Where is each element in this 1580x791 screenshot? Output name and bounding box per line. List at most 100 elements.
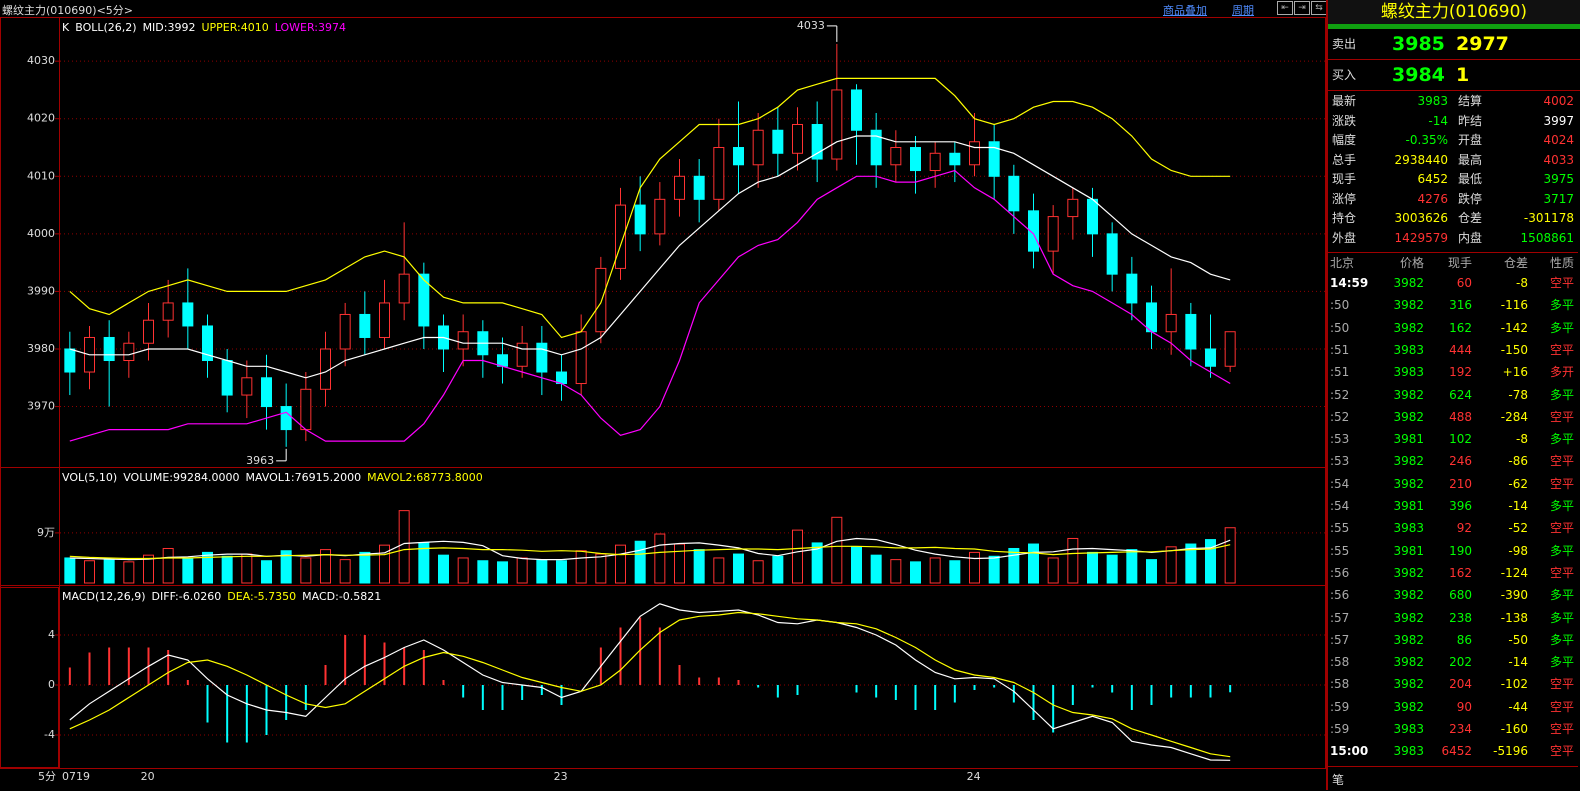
tick-row: :58 3982 202 -14 多平 [1328, 651, 1578, 673]
tick-cell: 204 [1449, 677, 1472, 692]
bid-volume: 1 [1456, 64, 1470, 86]
tick-cell: -14 [1508, 499, 1528, 513]
stat-label: 开盘 [1458, 133, 1483, 147]
tick-cell: 多平 [1549, 320, 1574, 335]
candle-body [123, 342, 135, 362]
stat: 仓差 -301178 [1454, 209, 1578, 227]
nav-button[interactable]: ⇥ [1294, 1, 1310, 15]
y-tick-label: 4020 [27, 112, 55, 125]
candle-body [733, 147, 744, 166]
tick-row: :52 3982 624 -78 多平 [1328, 384, 1578, 406]
tick-cell: -5196 [1493, 744, 1528, 759]
tick-cell: 空平 [1549, 722, 1574, 736]
frame [0, 17, 1326, 769]
nav-button[interactable]: ⇆ [1311, 1, 1327, 15]
stat-label: 幅度 [1332, 133, 1357, 147]
period-link[interactable]: 周期 [1232, 4, 1254, 17]
tick-cell: :51 [1330, 342, 1350, 357]
chart: K BOLL(26,2) MID:3992 UPPER:4010 LOWER:3974 3… [0, 17, 1326, 783]
volume-bar [890, 559, 902, 584]
volume-bar [1008, 547, 1020, 584]
tick-cell: 3983 [1393, 722, 1424, 736]
volume-bar [1185, 543, 1197, 584]
tick-cell: 多平 [1549, 432, 1574, 447]
tick-cell: 3982 [1393, 476, 1424, 491]
indicator-line [69, 544, 1231, 560]
stat: 最高 4033 [1454, 151, 1578, 169]
nav-button[interactable]: ⇤ [1277, 1, 1293, 15]
stat-label: 昨结 [1458, 113, 1483, 128]
footer: 笔 [1328, 766, 1578, 791]
tick-cell: 15:00 [1330, 744, 1369, 759]
tick-cell: 192 [1449, 365, 1472, 380]
volume-bar [831, 516, 843, 584]
stat: 跌停 3717 [1454, 190, 1578, 208]
header-item: DIFF:-6.0260 [152, 590, 222, 603]
volume-bar [969, 551, 980, 584]
tick-cell: +16 [1502, 365, 1528, 380]
tick-row: :56 3982 162 -124 空平 [1328, 562, 1578, 584]
indicator-line [69, 135, 1231, 379]
tick-row: :51 3983 444 -150 空平 [1328, 339, 1578, 361]
tick-row: :59 3982 90 -44 空平 [1328, 696, 1578, 718]
tick-cell: -44 [1508, 699, 1528, 714]
corner-box [0, 587, 59, 768]
tick-cell: 3983 [1393, 744, 1424, 759]
volume-bar [556, 560, 567, 584]
tick-row: :54 3982 210 -62 空平 [1328, 473, 1578, 495]
tick-cell: :50 [1330, 320, 1350, 335]
candle-body [143, 319, 154, 344]
stat-label: 最新 [1332, 94, 1357, 108]
stat-label: 最低 [1458, 172, 1483, 186]
candle-body [280, 406, 292, 431]
candle-body [359, 313, 371, 338]
candle-body [221, 360, 233, 396]
stat-label: 跌停 [1458, 191, 1483, 206]
tick-cell: -102 [1500, 677, 1528, 692]
candle-body [300, 388, 312, 431]
tick-row: :52 3982 488 -284 空平 [1328, 406, 1578, 428]
x-tick-label: 0719 [62, 770, 90, 783]
volume-bar [949, 560, 961, 584]
bid-label: 买入 [1332, 68, 1357, 82]
volume-bar [1087, 551, 1098, 584]
stat: 最低 3975 [1454, 170, 1578, 188]
candle-body [693, 175, 705, 200]
header-item: VOL(5,10) [62, 471, 117, 484]
tick-cell: :57 [1330, 632, 1350, 647]
volume-bar [1067, 537, 1079, 584]
indicator-line [69, 77, 1231, 339]
overlay-link[interactable]: 商品叠加 [1163, 4, 1207, 17]
column-header: 现手 [1447, 256, 1472, 270]
volume-bar [1126, 549, 1138, 584]
volume-bar [792, 529, 803, 584]
stat-value: 3003626 [1394, 211, 1448, 225]
candle-body [339, 313, 351, 350]
indicator-line [69, 169, 1231, 442]
tick-cell: 162 [1449, 565, 1472, 580]
header-item: K [62, 21, 70, 34]
tick-cell: 空平 [1549, 276, 1574, 290]
tick-cell: -160 [1500, 722, 1528, 736]
stat-value: 4276 [1417, 191, 1448, 206]
extreme-label: 4033 [797, 19, 825, 32]
tick-row: :50 3982 162 -142 多平 [1328, 317, 1578, 339]
indicator-line [69, 603, 1231, 761]
candle-body [261, 377, 272, 408]
candle-body [418, 273, 430, 327]
tick-cell: :59 [1330, 722, 1350, 736]
candle-body [1126, 273, 1138, 304]
footer-tab[interactable]: 笔 [1332, 773, 1345, 787]
candle-body [103, 336, 115, 362]
stat: 结算 4002 [1454, 92, 1578, 110]
tick-cell: :58 [1330, 677, 1350, 692]
tick-cell: 3983 [1393, 342, 1424, 357]
volume-bar [359, 551, 371, 584]
volume-bar [516, 557, 528, 584]
header-item: MID:3992 [143, 21, 196, 34]
stat-value: 3983 [1417, 94, 1448, 108]
volume-bar [693, 549, 705, 584]
stat-value: 2938440 [1394, 152, 1448, 167]
header-item: VOLUME:99284.0000 [123, 471, 239, 484]
